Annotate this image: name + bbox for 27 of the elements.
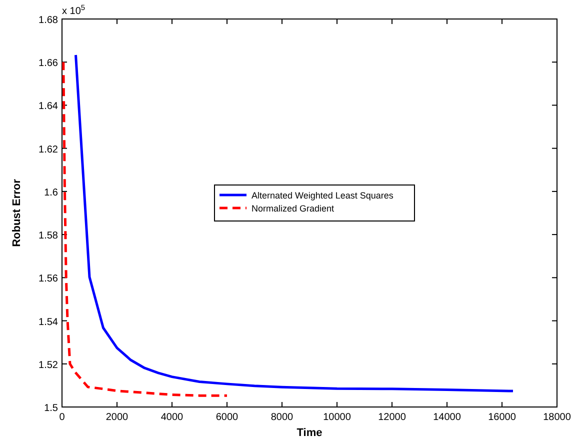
text: x 10$^{5}$ xyxy=(62,2,86,17)
y-tick-label: 1.54 xyxy=(38,316,58,328)
x-tick-label: 16000 xyxy=(488,412,516,423)
x-tick-label: 4000 xyxy=(160,412,184,423)
legend-label: Normalized Gradient xyxy=(252,204,335,214)
x-tick-label: 0 xyxy=(59,412,66,423)
y-tick-label: 1.64 xyxy=(38,101,58,112)
x-tick-label: 12000 xyxy=(378,412,406,423)
x-tick-label: 18000 xyxy=(543,412,572,423)
x-tick-label: 2000 xyxy=(106,412,129,423)
y-tick-label: 1.58 xyxy=(38,230,58,242)
line-series xyxy=(62,60,228,397)
y-axis-title: Robust Error xyxy=(11,178,23,247)
y-tick-label: 1.68 xyxy=(38,15,58,26)
y-tick-label: 1.52 xyxy=(38,360,58,371)
legend-label: Alternated Weighted Least Squares xyxy=(252,190,394,200)
x-tick-label: 8000 xyxy=(270,412,294,423)
x-tick-label: 10000 xyxy=(323,412,352,423)
x-tick-label: 14000 xyxy=(433,412,462,423)
y-tick-label: 1.5 xyxy=(44,403,58,414)
x-axis-title: Time xyxy=(296,427,322,439)
line-series xyxy=(74,54,514,392)
y-tick-label: 1.56 xyxy=(38,274,58,285)
y-tick-label: 1.62 xyxy=(38,144,58,156)
x-tick-label: 6000 xyxy=(216,412,239,423)
y-tick-label: 1.6 xyxy=(44,187,58,198)
y-tick-label: 1.66 xyxy=(38,58,58,70)
